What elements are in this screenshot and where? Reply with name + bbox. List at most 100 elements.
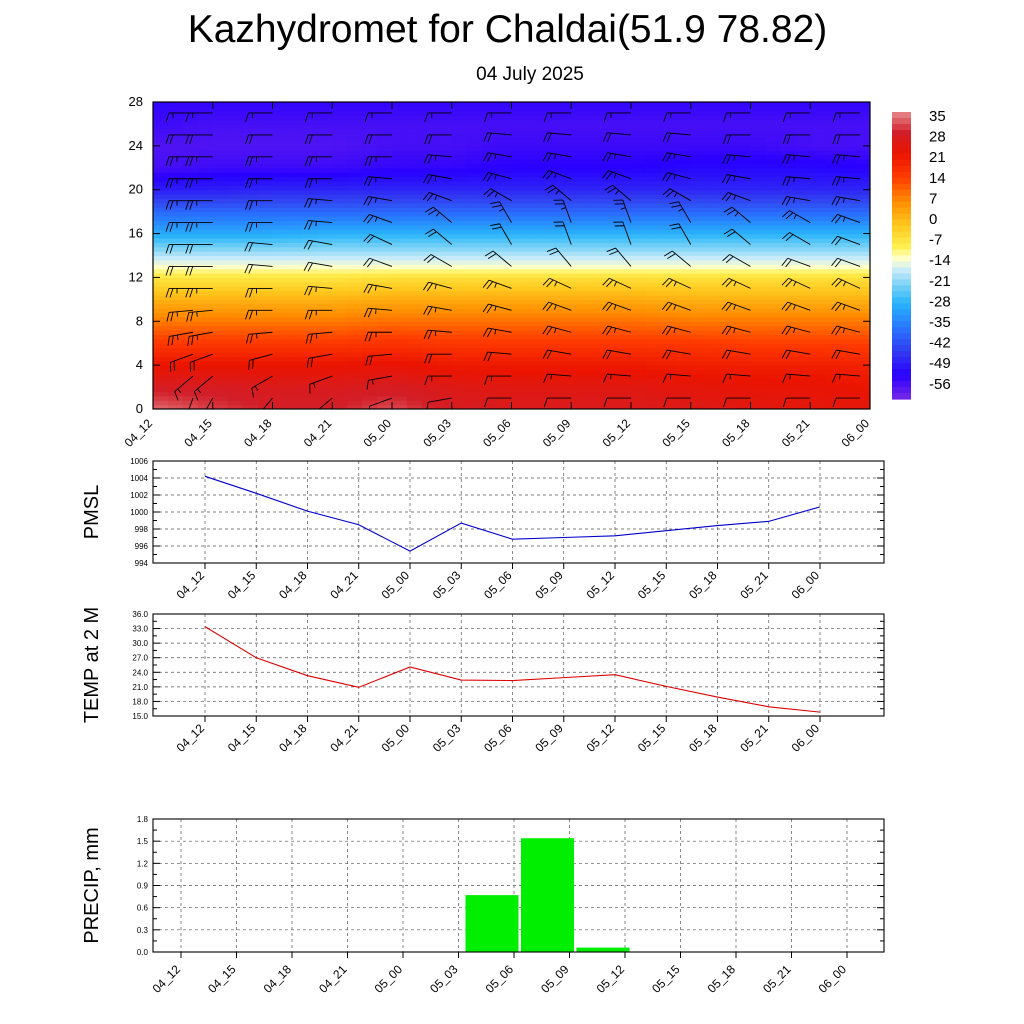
heatmap-cell (541, 338, 557, 344)
heatmap-cell (436, 198, 453, 204)
wind-barb-feather (174, 391, 179, 401)
wind-barb-feather (169, 156, 174, 166)
heatmap-cell (212, 202, 229, 208)
heatmap-cell (735, 207, 752, 213)
heatmap-cell (720, 330, 737, 336)
heatmap-cell (556, 220, 572, 226)
heatmap-cell (466, 395, 483, 401)
heatmap-cell (556, 106, 572, 112)
heatmap-cell (197, 255, 214, 261)
wind-barb (487, 132, 512, 136)
heatmap-cell (302, 145, 318, 151)
wind-barb-half-feather (842, 216, 846, 222)
heatmap-cell (735, 216, 752, 222)
heatmap-cell (556, 356, 572, 362)
heatmap-cell (377, 303, 393, 309)
heatmap-x-tick-label: 04_18 (241, 416, 275, 450)
heatmap-cell (153, 159, 169, 164)
heatmap-cell (795, 194, 811, 200)
heatmap-cell (242, 202, 259, 208)
heatmap-cell (735, 360, 752, 366)
heatmap-cell (227, 194, 244, 200)
y-tick-label: 20 (129, 182, 143, 197)
heatmap-cell (556, 325, 572, 331)
heatmap-cell (287, 185, 303, 191)
wind-barb-feather (487, 253, 497, 259)
heatmap-cell (451, 387, 468, 393)
heatmap-cell (242, 150, 259, 156)
heatmap-cell (392, 246, 408, 252)
wind-barb-feather (546, 171, 553, 180)
heatmap-cell (392, 308, 408, 314)
heatmap-cell (810, 378, 826, 384)
heatmap-cell (750, 400, 767, 406)
heatmap-cell (272, 281, 289, 287)
heatmap-cell (257, 211, 274, 217)
heatmap-cell (780, 167, 796, 173)
heatmap-cell (436, 242, 453, 248)
heatmap-cell (481, 365, 498, 371)
wind-barb-half-feather (494, 282, 497, 288)
wind-barb-half-feather (554, 304, 557, 310)
heatmap-cell (197, 259, 214, 265)
heatmap-cell (347, 123, 363, 129)
heatmap-cell (436, 189, 453, 195)
heatmap-cell (347, 273, 363, 279)
heatmap-cell (317, 233, 333, 239)
heatmap-cell (451, 185, 468, 191)
heatmap-cell (212, 312, 229, 318)
heatmap-cell (855, 308, 870, 314)
heatmap-cell (780, 290, 796, 296)
wind-barb-feather (425, 228, 434, 235)
heatmap-cell (526, 251, 542, 257)
heatmap-cell (302, 255, 318, 261)
heatmap-cell (451, 207, 468, 213)
heatmap-cell (466, 145, 483, 151)
wind-barb-feather (189, 288, 194, 298)
heatmap-cell (750, 180, 767, 186)
heatmap-cell (317, 163, 333, 169)
wind-barb (308, 239, 333, 245)
heatmap-cell (153, 137, 169, 143)
heatmap-cell (765, 202, 781, 208)
heatmap-cell (377, 237, 393, 243)
heatmap-cell (197, 159, 214, 164)
heatmap-cell (466, 185, 483, 191)
heatmap-cell (332, 369, 348, 375)
heatmap-cell (481, 220, 498, 226)
heatmap-cell (347, 351, 363, 357)
heatmap-cell (825, 167, 841, 173)
heatmap-cell (287, 110, 303, 116)
heatmap-cell (631, 251, 647, 257)
heatmap-cell (436, 360, 453, 366)
heatmap-cell (451, 145, 468, 151)
wind-barb-feather (725, 256, 734, 264)
heatmap-cell (362, 400, 378, 406)
wind-barb-feather (726, 154, 731, 164)
heatmap-cell (705, 400, 722, 406)
heatmap-cell (451, 150, 468, 156)
heatmap-cell (571, 194, 587, 200)
heatmap-cell (571, 303, 587, 309)
heatmap-cell (272, 343, 289, 349)
heatmap-cell (780, 123, 796, 129)
heatmap-cell (212, 273, 229, 279)
precip-y-tick-label: 0.6 (137, 904, 149, 913)
heatmap-cell (466, 216, 483, 222)
heatmap-cell (257, 264, 274, 270)
precip-x-tick-label: 05_12 (594, 962, 628, 996)
heatmap-cell (317, 387, 333, 393)
colorbar-swatch (892, 345, 911, 352)
heatmap-cell (780, 369, 796, 375)
heatmap-cell (616, 404, 632, 409)
heatmap-cell (287, 216, 303, 222)
heatmap-cell (481, 338, 498, 344)
heatmap-cell (631, 246, 647, 252)
heatmap-cell (421, 369, 438, 375)
heatmap-cell (616, 299, 632, 305)
heatmap-cell (421, 141, 438, 147)
heatmap-cell (362, 189, 378, 195)
heatmap-cell (795, 198, 811, 204)
colorbar-swatch (892, 159, 911, 167)
heatmap-cell (810, 294, 826, 300)
